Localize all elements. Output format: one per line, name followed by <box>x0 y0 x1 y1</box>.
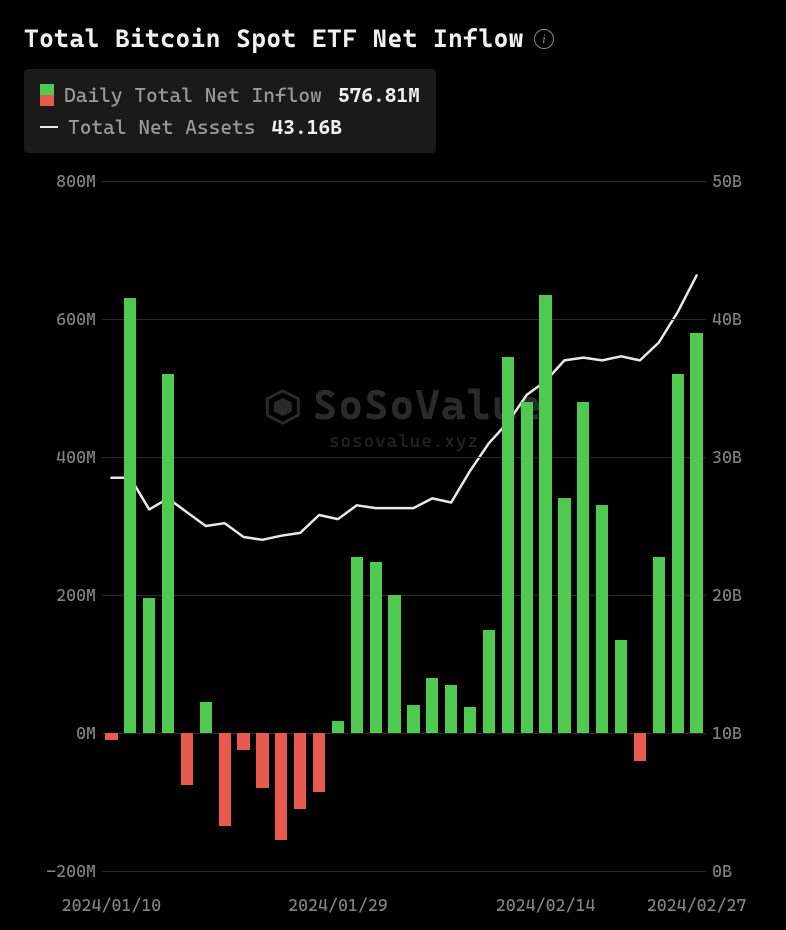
y-right-tick-label: 40B <box>712 309 766 329</box>
info-icon[interactable]: i <box>534 29 554 49</box>
gridline <box>102 871 706 872</box>
legend-bar-row: Daily Total Net Inflow 576.81M <box>40 79 420 111</box>
y-right-tick-label: 20B <box>712 585 766 605</box>
legend-bar-value: 576.81M <box>338 79 420 111</box>
y-right-tick-label: 0B <box>712 861 766 881</box>
legend-bar-swatch <box>40 84 54 106</box>
y-left-tick-label: 800M <box>26 171 96 191</box>
bar <box>539 295 551 733</box>
y-right-tick-label: 10B <box>712 723 766 743</box>
bar <box>200 702 212 733</box>
bar <box>237 733 249 750</box>
y-right-tick-label: 30B <box>712 447 766 467</box>
bar <box>426 678 438 733</box>
bar <box>313 733 325 792</box>
gridline <box>102 595 706 596</box>
bar <box>275 733 287 840</box>
bar <box>162 374 174 733</box>
y-left-tick-label: 400M <box>26 447 96 467</box>
bar <box>388 595 400 733</box>
bar <box>464 707 476 733</box>
x-tick-label: 2024/02/27 <box>647 895 747 915</box>
gridline <box>102 319 706 320</box>
bar <box>577 402 589 733</box>
bar <box>672 374 684 733</box>
legend-line-row: Total Net Assets 43.16B <box>40 111 420 143</box>
chart-title-row: Total Bitcoin Spot ETF Net Inflow i <box>16 24 770 53</box>
bar <box>690 333 702 733</box>
bar <box>483 630 495 734</box>
x-tick-label: 2024/02/14 <box>496 895 596 915</box>
legend-line-swatch <box>40 126 58 129</box>
bar <box>181 733 193 785</box>
bar <box>521 402 533 733</box>
bar <box>294 733 306 809</box>
bar <box>124 298 136 733</box>
bar <box>596 505 608 733</box>
bar <box>256 733 268 788</box>
bar <box>105 733 117 740</box>
y-left-tick-label: 0M <box>26 723 96 743</box>
y-left-tick-label: 600M <box>26 309 96 329</box>
bar <box>558 498 570 733</box>
x-tick-label: 2024/01/29 <box>288 895 388 915</box>
legend: Daily Total Net Inflow 576.81M Total Net… <box>24 69 436 153</box>
bar <box>370 562 382 733</box>
bar <box>634 733 646 761</box>
bar <box>445 685 457 733</box>
bar <box>219 733 231 826</box>
gridline <box>102 457 706 458</box>
bar <box>351 557 363 733</box>
bar <box>407 705 419 733</box>
bar <box>653 557 665 733</box>
bar <box>615 640 627 733</box>
bar <box>143 598 155 733</box>
y-left-tick-label: -200M <box>26 861 96 881</box>
y-right-tick-label: 50B <box>712 171 766 191</box>
chart-area: SoSoValue sosovalue.xyz -200M 0M 200M 400M 6… <box>16 175 770 915</box>
y-left-tick-label: 200M <box>26 585 96 605</box>
bar <box>502 357 514 733</box>
x-tick-label: 2024/01/10 <box>62 895 162 915</box>
legend-line-label: Total Net Assets <box>68 111 256 143</box>
legend-bar-label: Daily Total Net Inflow <box>64 79 322 111</box>
legend-line-value: 43.16B <box>272 111 342 143</box>
plot-region: SoSoValue sosovalue.xyz <box>102 181 706 871</box>
gridline <box>102 181 706 182</box>
chart-title: Total Bitcoin Spot ETF Net Inflow <box>24 24 524 53</box>
bar <box>332 721 344 733</box>
